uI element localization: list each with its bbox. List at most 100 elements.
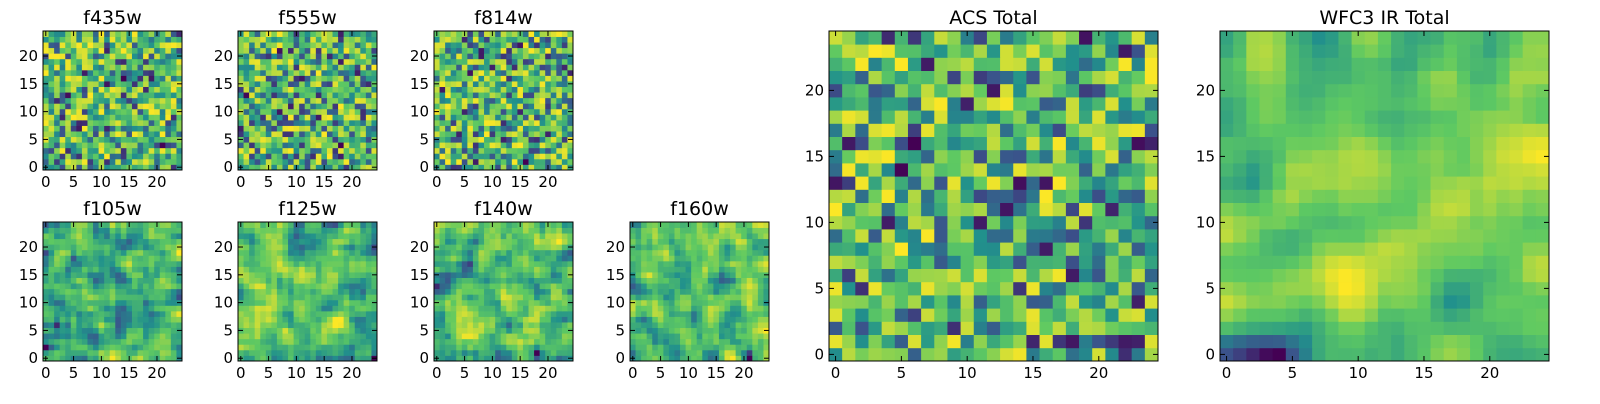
heatmap-cell xyxy=(540,42,546,48)
heatmap-cell xyxy=(249,103,255,109)
heatmap-cell xyxy=(271,261,277,267)
heatmap-cell xyxy=(87,266,93,272)
heatmap-cell xyxy=(132,103,138,109)
heatmap-cell xyxy=(691,300,697,306)
heatmap-cell xyxy=(60,153,66,159)
heatmap-cell xyxy=(440,142,446,148)
heatmap-cell xyxy=(636,339,642,345)
heatmap-cell xyxy=(104,87,110,93)
heatmap-cell xyxy=(316,159,322,165)
heatmap-cell xyxy=(467,31,473,37)
heatmap-cell xyxy=(895,295,909,309)
heatmap-cell xyxy=(551,103,557,109)
heatmap-cell xyxy=(440,255,446,261)
heatmap-cell xyxy=(305,98,311,104)
heatmap-cell xyxy=(517,142,523,148)
heatmap-cell xyxy=(562,278,568,284)
heatmap-cell xyxy=(260,317,266,323)
heatmap-cell xyxy=(43,87,49,93)
heatmap-cell xyxy=(501,283,507,289)
heatmap-cell xyxy=(680,261,686,267)
heatmap-cell xyxy=(456,222,462,228)
heatmap-cell xyxy=(462,70,468,76)
heatmap-cell xyxy=(305,300,311,306)
heatmap-cell xyxy=(467,244,473,250)
heatmap-cell xyxy=(1066,163,1080,177)
heatmap-cell xyxy=(434,75,440,81)
heatmap-cell xyxy=(702,228,708,234)
heatmap-cell xyxy=(60,64,66,70)
heatmap-cell xyxy=(138,98,144,104)
heatmap-cell xyxy=(154,305,160,311)
heatmap-cell xyxy=(154,70,160,76)
heatmap-cell xyxy=(506,53,512,59)
heatmap-cell xyxy=(65,53,71,59)
heatmap-cell xyxy=(540,261,546,267)
heatmap-cell xyxy=(355,228,361,234)
heatmap-cell xyxy=(1040,295,1054,309)
heatmap-cell xyxy=(171,81,177,87)
heatmap-cell xyxy=(49,92,55,98)
heatmap-cell xyxy=(344,64,350,70)
heatmap-cell xyxy=(355,114,361,120)
heatmap-cell xyxy=(49,98,55,104)
heatmap-cell xyxy=(551,350,557,356)
heatmap-cell xyxy=(1119,295,1133,309)
heatmap-cell xyxy=(680,255,686,261)
heatmap-cell xyxy=(445,53,451,59)
heatmap-cell xyxy=(288,339,294,345)
heatmap-cell xyxy=(110,333,116,339)
heatmap-cell xyxy=(501,255,507,261)
heatmap-cell xyxy=(540,311,546,317)
heatmap-cell xyxy=(456,31,462,37)
heatmap-cell xyxy=(741,311,747,317)
heatmap-cell xyxy=(104,48,110,54)
heatmap-cell xyxy=(165,114,171,120)
heatmap-cell xyxy=(747,239,753,245)
heatmap-cell xyxy=(647,350,653,356)
heatmap-cell xyxy=(260,53,266,59)
heatmap-cell xyxy=(132,70,138,76)
heatmap-cell xyxy=(255,31,261,37)
heatmap-cell xyxy=(104,311,110,317)
heatmap-cell xyxy=(636,283,642,289)
heatmap-cell xyxy=(76,311,82,317)
heatmap-cell xyxy=(115,333,121,339)
heatmap-cell xyxy=(299,333,305,339)
heatmap-cell xyxy=(663,233,669,239)
heatmap-cell xyxy=(1132,255,1146,269)
heatmap-cell xyxy=(344,328,350,334)
heatmap-cell xyxy=(294,87,300,93)
heatmap-cell xyxy=(266,244,272,250)
heatmap-cell xyxy=(126,350,132,356)
heatmap-cell xyxy=(478,31,484,37)
heatmap-cell xyxy=(244,48,250,54)
heatmap-cell xyxy=(65,344,71,350)
heatmap-cell xyxy=(1026,163,1040,177)
heatmap-cell xyxy=(456,244,462,250)
heatmap-cell xyxy=(921,348,935,362)
heatmap-cell xyxy=(540,70,546,76)
heatmap-cell xyxy=(545,294,551,300)
heatmap-cell xyxy=(719,339,725,345)
heatmap-cell xyxy=(344,272,350,278)
heatmap-cell xyxy=(719,228,725,234)
heatmap-cell xyxy=(540,305,546,311)
heatmap-cell xyxy=(282,244,288,250)
heatmap-cell xyxy=(495,311,501,317)
heatmap-cell xyxy=(171,239,177,245)
x-tick-label: 0 xyxy=(41,173,51,191)
heatmap-cell xyxy=(355,272,361,278)
heatmap-cell xyxy=(360,81,366,87)
heatmap-cell xyxy=(310,42,316,48)
heatmap-cell xyxy=(1026,203,1040,217)
heatmap-cell xyxy=(99,126,105,132)
heatmap-cell xyxy=(115,64,121,70)
heatmap-cell xyxy=(288,48,294,54)
heatmap-cell xyxy=(49,294,55,300)
heatmap-cell xyxy=(344,344,350,350)
heatmap-cell xyxy=(255,300,261,306)
heatmap-cell xyxy=(868,150,882,164)
heatmap-cell xyxy=(366,333,372,339)
heatmap-cell xyxy=(987,255,1001,269)
